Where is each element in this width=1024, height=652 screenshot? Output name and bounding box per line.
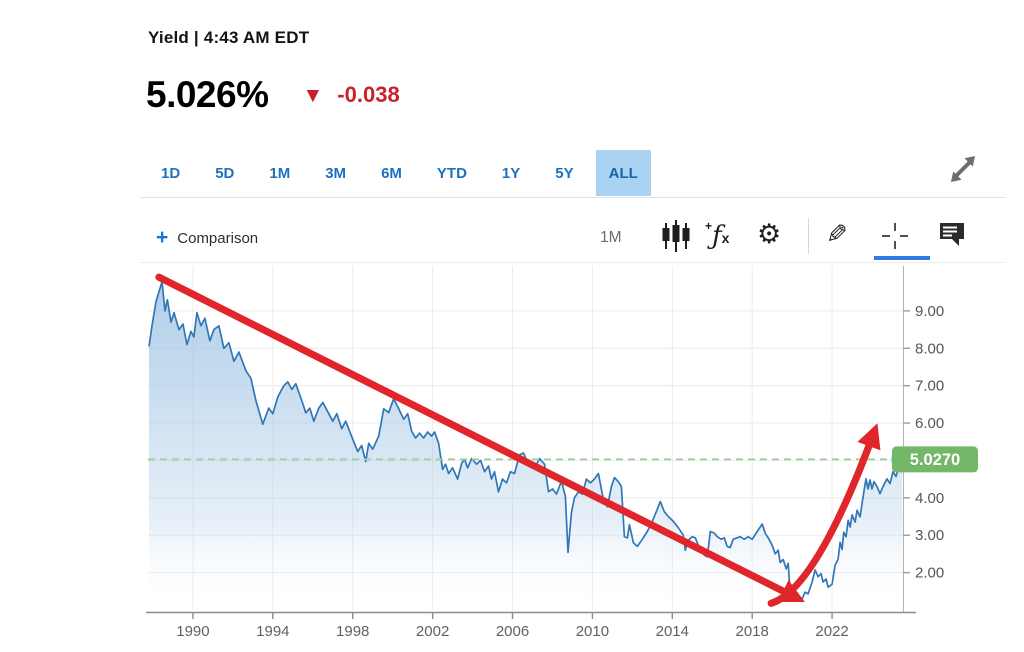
down-triangle-icon: ▼ (302, 83, 324, 107)
svg-text:1990: 1990 (176, 623, 209, 640)
range-tab-6m[interactable]: 6M (381, 164, 402, 182)
plus-icon: + (156, 226, 169, 249)
last-price-bubble (892, 446, 978, 473)
range-tab-1m[interactable]: 1M (269, 164, 291, 182)
crosshair-icon[interactable] (880, 221, 910, 256)
svg-text:2018: 2018 (736, 623, 769, 640)
svg-text:2006: 2006 (496, 623, 529, 640)
last-price-label: 5.0270 (910, 451, 960, 469)
svg-text:8.00: 8.00 (915, 340, 944, 357)
svg-text:2002: 2002 (416, 623, 449, 640)
svg-text:2014: 2014 (656, 623, 689, 640)
active-tool-underline (874, 256, 930, 260)
range-tab-all[interactable]: ALL (595, 150, 651, 196)
comparison-label: Comparison (177, 229, 259, 247)
range-tab-1y[interactable]: 1Y (501, 164, 521, 182)
downtrend-arrow (155, 273, 805, 603)
svg-text:2.00: 2.00 (915, 565, 944, 582)
range-tab-5d[interactable]: 5D (215, 164, 235, 182)
svg-text:9.00: 9.00 (915, 303, 944, 320)
uptrend-arrow (767, 423, 881, 607)
svg-text:1998: 1998 (336, 623, 369, 640)
interval-selector[interactable]: 1M (600, 229, 622, 246)
toolbar-bottom-divider (140, 262, 1006, 263)
function-fx-icon[interactable]: +ƒx (705, 219, 730, 251)
expand-icon[interactable] (942, 148, 984, 190)
yield-change: -0.038 (337, 82, 400, 107)
range-tab-3m[interactable]: 3M (325, 164, 347, 182)
range-tab-ytd[interactable]: YTD (436, 164, 467, 182)
tabs-divider (140, 197, 1006, 198)
svg-text:4.00: 4.00 (915, 490, 944, 507)
svg-text:1994: 1994 (256, 623, 289, 640)
quote-row: 5.026% ▼ -0.038 (146, 74, 400, 116)
candlestick-chart-icon[interactable] (661, 219, 691, 258)
svg-text:3.00: 3.00 (915, 527, 944, 544)
comment-icon[interactable] (938, 222, 966, 253)
toolbar-divider (808, 218, 809, 254)
range-tab-5y[interactable]: 5Y (555, 164, 574, 182)
gear-icon[interactable]: ⚙ (757, 219, 782, 250)
svg-text:6.00: 6.00 (915, 415, 944, 432)
svg-text:7.00: 7.00 (915, 378, 944, 395)
svg-text:2010: 2010 (576, 623, 609, 640)
svg-text:2022: 2022 (815, 623, 848, 640)
range-tab-1d[interactable]: 1D (161, 164, 181, 182)
range-tabs: 1D 5D 1M 3M 6M YTD 1Y 5Y ALL (148, 150, 660, 196)
yield-value: 5.026% (146, 74, 269, 115)
page-title: Yield | 4:43 AM EDT (148, 28, 310, 47)
add-comparison-button[interactable]: + Comparison (156, 226, 259, 249)
